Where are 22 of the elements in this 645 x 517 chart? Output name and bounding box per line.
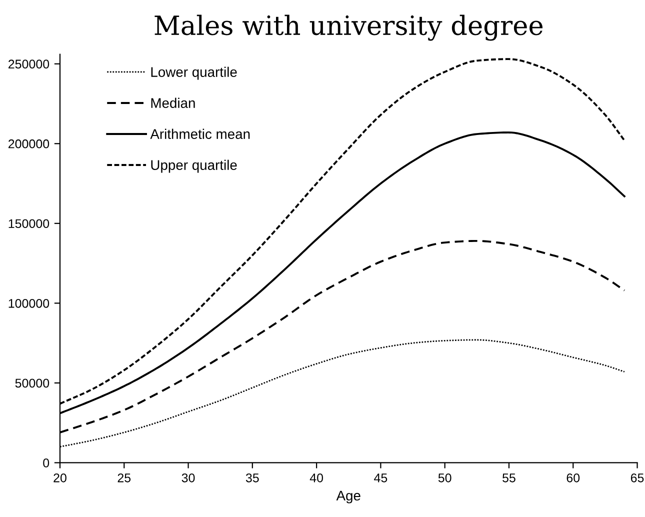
y-tick-label: 100000 <box>8 298 50 308</box>
x-tick-label: 55 <box>502 474 516 482</box>
x-axis-title: Age <box>336 490 360 504</box>
x-tick-label: 20 <box>54 473 66 482</box>
x-tick-label: 35 <box>246 473 259 482</box>
legend-label: Upper quartile <box>151 160 237 173</box>
legend-label: Median <box>151 98 195 108</box>
x-tick-label: 40 <box>310 473 324 482</box>
y-tick-label: 250000 <box>8 60 50 69</box>
chart-title: Males with university degree <box>154 14 543 41</box>
y-tick-label: 50000 <box>15 378 50 388</box>
y-tick-label: 200000 <box>8 139 50 148</box>
legend-label: Arithmetic mean <box>150 128 250 139</box>
x-tick-label: 45 <box>374 474 388 482</box>
x-tick-label: 50 <box>438 473 452 482</box>
y-tick-label: 0 <box>43 458 50 468</box>
x-tick-label: 25 <box>118 473 131 482</box>
legend-label: Lower quartile <box>151 66 237 80</box>
y-tick-label: 150000 <box>8 219 50 228</box>
x-tick-label: 30 <box>182 473 195 482</box>
x-tick-label: 65 <box>630 473 644 482</box>
x-tick-label: 60 <box>566 473 580 482</box>
